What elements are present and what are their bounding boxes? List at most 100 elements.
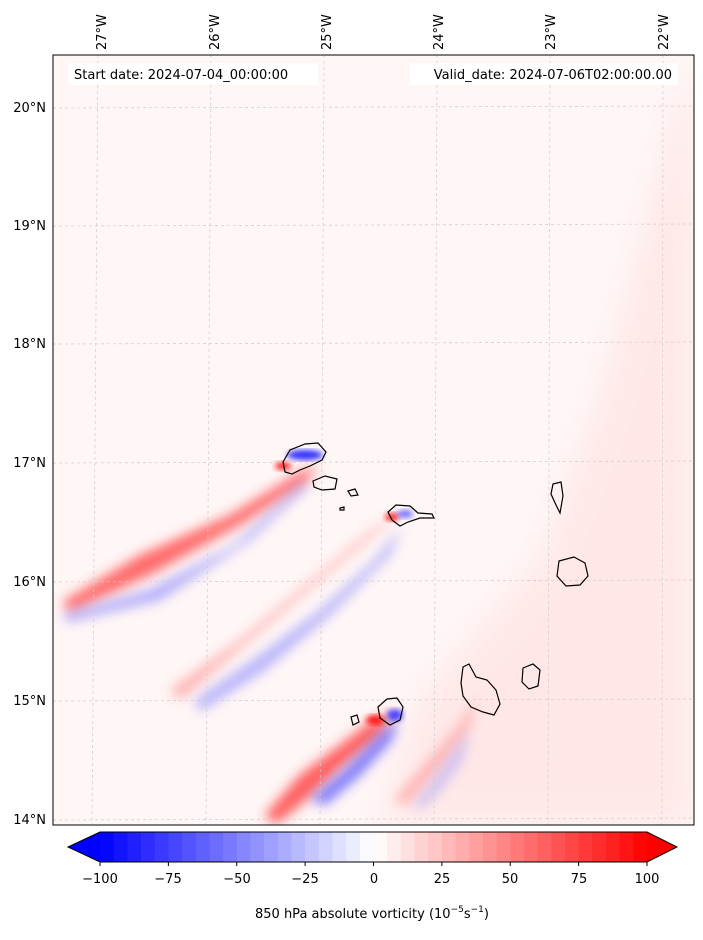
lon-tick-25w: 25°W [320,14,335,50]
gridline-27w [91,54,99,826]
colorbar-cell [141,832,156,862]
colorbar-cell [455,832,470,862]
colorbar-cell [154,832,169,862]
colorbar-cell [428,832,443,862]
colorbar-max-extend-arrow [647,832,677,862]
start-date-label: Start date: 2024-07-04_00:00:00 [74,68,288,83]
island-boa-vista [556,556,589,587]
colorbar-tick-label: 50 [502,872,519,887]
colorbar-tick-label: −75 [154,872,181,887]
colorbar-tick-label: −25 [291,872,318,887]
gridline-23w [547,54,551,826]
lat-tick-17n: 17°N [13,456,46,471]
colorbar-tick-labels: −100 −75 −50 −25 0 25 50 75 100 [82,872,659,887]
colorbar-units-end: ) [484,907,489,922]
gridline-25w [319,54,325,826]
colorbar-tick-label: −50 [223,872,250,887]
island-positive-spot-3 [366,715,384,725]
colorbar-tick-label: −100 [82,872,118,887]
gridline-20n [52,105,695,109]
gridline-24w [433,54,438,826]
colorbar-cell [373,832,388,862]
colorbar-cell [332,832,347,862]
lon-tick-24w: 24°W [432,14,447,50]
colorbar-cell [414,832,429,862]
colorbar-cell [564,832,580,862]
colorbar-cell [633,832,648,862]
colorbar-tick-label: 0 [370,872,378,887]
colorbar-cell [113,832,128,862]
colorbar-cell [223,832,238,862]
island-sao-nicolau [387,504,435,527]
colorbar-cell [127,832,142,862]
lat-tick-18n: 18°N [13,337,46,352]
colorbar-cell [168,832,183,862]
colorbar-cell [551,832,566,862]
lat-tick-19n: 19°N [13,219,46,234]
gridline-26w [205,54,212,826]
colorbar-cell [209,832,224,862]
colorbar: −100 −75 −50 −25 0 25 50 75 100 850 hPa … [66,831,679,922]
gridline-18n [52,341,695,345]
colorbar-ticks [99,862,648,866]
colorbar-cell [605,832,621,862]
colorbar-cell [496,832,511,862]
colorbar-cell [537,832,552,862]
map-panel: Start date: 2024-07-04_00:00:00 Valid_da… [52,54,695,826]
gridline-19n [52,223,695,227]
colorbar-cell [400,832,415,862]
colorbar-cell [359,832,374,862]
background-positive-region [380,55,694,825]
lat-tick-15n: 15°N [13,694,46,709]
wake-positive-1 [62,466,318,612]
colorbar-units-exponent-2: −1 [471,905,484,915]
colorbar-label: 850 hPa absolute vorticity (10−5s−1) [255,905,489,922]
vorticity-field [62,55,694,825]
coastlines [282,442,589,726]
colorbar-cell [510,832,525,862]
colorbar-cells [100,832,648,862]
lat-tick-16n: 16°N [13,575,46,590]
island-positive-spot-2 [385,513,399,521]
colorbar-cell [387,832,402,862]
wake-negative-1 [62,482,312,622]
map-frame [52,54,695,826]
lon-tick-26w: 26°W [208,14,223,50]
colorbar-cell [592,832,607,862]
colorbar-cell [195,832,210,862]
colorbar-tick-label: 25 [434,872,451,887]
colorbar-units-exponent-1: −5 [451,905,464,915]
wake-negative-4 [415,730,470,810]
colorbar-units-seconds: s [464,907,471,922]
island-negative-spot-2 [397,510,413,518]
island-negative-spot-3 [387,709,403,721]
graticule [52,54,695,826]
colorbar-cell [318,832,333,862]
gridline-22w [661,54,664,826]
colorbar-cell [441,832,456,862]
colorbar-cell [523,832,538,862]
colorbar-cell [482,832,497,862]
colorbar-cell [291,832,306,862]
wake-positive-3 [265,712,395,825]
colorbar-units-base: (10 [429,907,451,922]
colorbar-cell [182,832,197,862]
island-maio [521,663,541,690]
island-fogo [377,697,404,726]
wake-positive-4 [395,700,476,805]
lon-tick-labels: 27°W 26°W 25°W 24°W 23°W 22°W [95,14,672,50]
colorbar-cell [264,832,279,862]
lat-tick-labels: 20°N 19°N 18°N 17°N 16°N 15°N 14°N [13,101,46,828]
wake-negative-2 [195,526,402,712]
island-negative-spot-1 [287,450,323,460]
lon-tick-27w: 27°W [95,14,110,50]
colorbar-cell [578,832,593,862]
colorbar-tick-label: 100 [635,872,660,887]
gridline-16n [52,579,695,583]
island-santiago [460,663,501,716]
gridline-17n [52,460,695,464]
colorbar-cell [100,832,115,862]
colorbar-cell [236,832,251,862]
colorbar-cell [346,832,361,862]
